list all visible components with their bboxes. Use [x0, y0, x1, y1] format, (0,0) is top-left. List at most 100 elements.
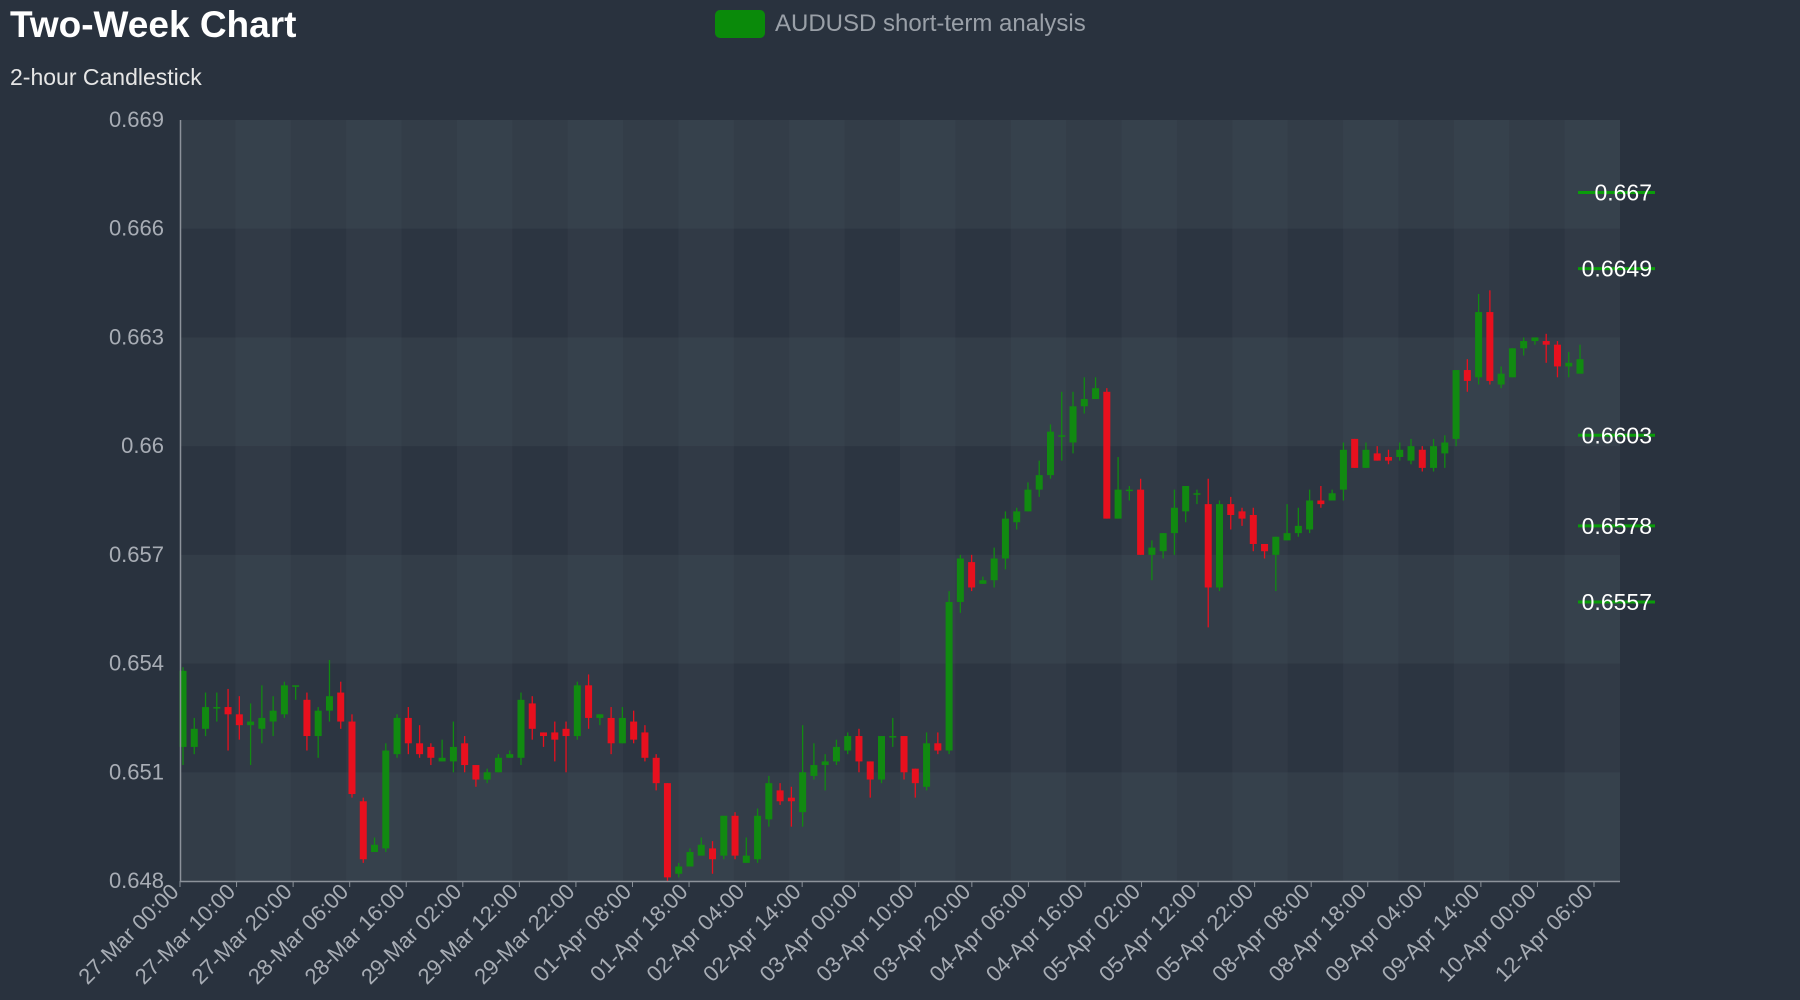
- candle-body: [686, 852, 694, 867]
- level-label: 0.667: [1594, 179, 1652, 205]
- level-marker: 0.6649: [1578, 256, 1655, 282]
- candle: [1103, 388, 1111, 519]
- candle-body: [1306, 500, 1314, 530]
- candle-body: [1373, 453, 1381, 461]
- candle-body: [765, 783, 773, 820]
- candle: [427, 743, 435, 766]
- candle-body: [607, 717, 615, 744]
- candle: [1249, 507, 1257, 552]
- candle-body: [1542, 341, 1550, 345]
- candle-body: [540, 732, 548, 737]
- legend-swatch: [715, 10, 765, 38]
- candle: [934, 732, 942, 755]
- candle-body: [1396, 449, 1404, 458]
- candle: [1035, 460, 1043, 497]
- candle-body: [1170, 507, 1178, 534]
- candle: [821, 754, 829, 791]
- candle: [258, 685, 266, 744]
- candle: [1441, 435, 1449, 468]
- candle: [923, 732, 931, 791]
- candle: [1193, 489, 1201, 505]
- candle: [1182, 486, 1190, 523]
- candle-body: [731, 815, 739, 856]
- candle-body: [1565, 362, 1573, 367]
- candle: [1452, 370, 1460, 447]
- candle: [551, 721, 559, 762]
- candle: [709, 841, 717, 874]
- candle: [1227, 496, 1235, 530]
- candle-body: [1013, 511, 1021, 523]
- candle: [866, 761, 874, 798]
- candle-body: [1069, 406, 1077, 443]
- candle: [337, 681, 345, 729]
- candle: [1114, 457, 1122, 519]
- candle-body: [461, 743, 469, 766]
- candle-body: [416, 743, 424, 755]
- candle-body: [1407, 446, 1415, 461]
- candle-body: [663, 783, 671, 878]
- candle: [1215, 500, 1223, 592]
- y-tick-label: 0.66: [121, 433, 164, 458]
- candle: [810, 743, 818, 780]
- candle-body: [1159, 533, 1167, 552]
- candle: [686, 848, 694, 867]
- candle: [1475, 293, 1483, 385]
- candle: [438, 739, 446, 762]
- candle: [1351, 438, 1359, 468]
- grid-band-column: [1453, 120, 1510, 881]
- grid-band-column: [235, 120, 291, 881]
- candle-body: [1148, 547, 1156, 555]
- candle-body: [1092, 388, 1100, 400]
- candle-body: [348, 721, 356, 795]
- candle-body: [1508, 348, 1516, 378]
- level-label: 0.6603: [1582, 422, 1652, 448]
- candle-body: [776, 790, 784, 802]
- candle-body: [517, 699, 525, 758]
- candle: [190, 717, 198, 755]
- candle-body: [562, 728, 570, 737]
- candle: [832, 739, 840, 766]
- candle-body: [866, 761, 874, 780]
- candle: [1362, 442, 1370, 468]
- candle-body: [968, 562, 976, 588]
- grid-band-column: [567, 120, 624, 881]
- candle-body: [1249, 514, 1257, 544]
- candle: [1418, 446, 1426, 472]
- candle: [1486, 290, 1494, 385]
- candle: [765, 775, 773, 827]
- candle-body: [675, 866, 683, 874]
- legend[interactable]: AUDUSD short-term analysis: [715, 10, 1086, 38]
- candle-body: [393, 717, 401, 755]
- candle-body: [1182, 486, 1190, 512]
- candle-body: [213, 707, 221, 709]
- candle: [1430, 438, 1438, 472]
- candle-body: [337, 692, 345, 722]
- grid-band-column: [1564, 120, 1620, 881]
- candle: [202, 692, 210, 737]
- candle-body: [1080, 399, 1088, 407]
- candle: [1080, 377, 1088, 414]
- candle-body: [821, 761, 829, 766]
- candle-body: [1520, 341, 1528, 349]
- y-tick-label: 0.657: [109, 542, 164, 567]
- candle: [449, 721, 457, 773]
- candle: [517, 692, 525, 766]
- candle-body: [202, 707, 210, 729]
- candle: [596, 714, 604, 726]
- grid-band-column: [1343, 120, 1399, 881]
- candle-body: [720, 815, 728, 856]
- candle-body: [325, 696, 333, 711]
- candle-body: [371, 844, 379, 853]
- candle: [1531, 337, 1539, 345]
- candle: [1170, 489, 1178, 555]
- candle: [1306, 489, 1314, 534]
- level-label: 0.6557: [1582, 589, 1652, 615]
- candle: [1069, 391, 1077, 454]
- grid-band-column: [1010, 120, 1067, 881]
- candle: [1058, 391, 1066, 461]
- legend-label: AUDUSD short-term analysis: [775, 10, 1086, 37]
- candle: [844, 732, 852, 755]
- candle: [280, 681, 288, 718]
- candle-body: [314, 710, 322, 737]
